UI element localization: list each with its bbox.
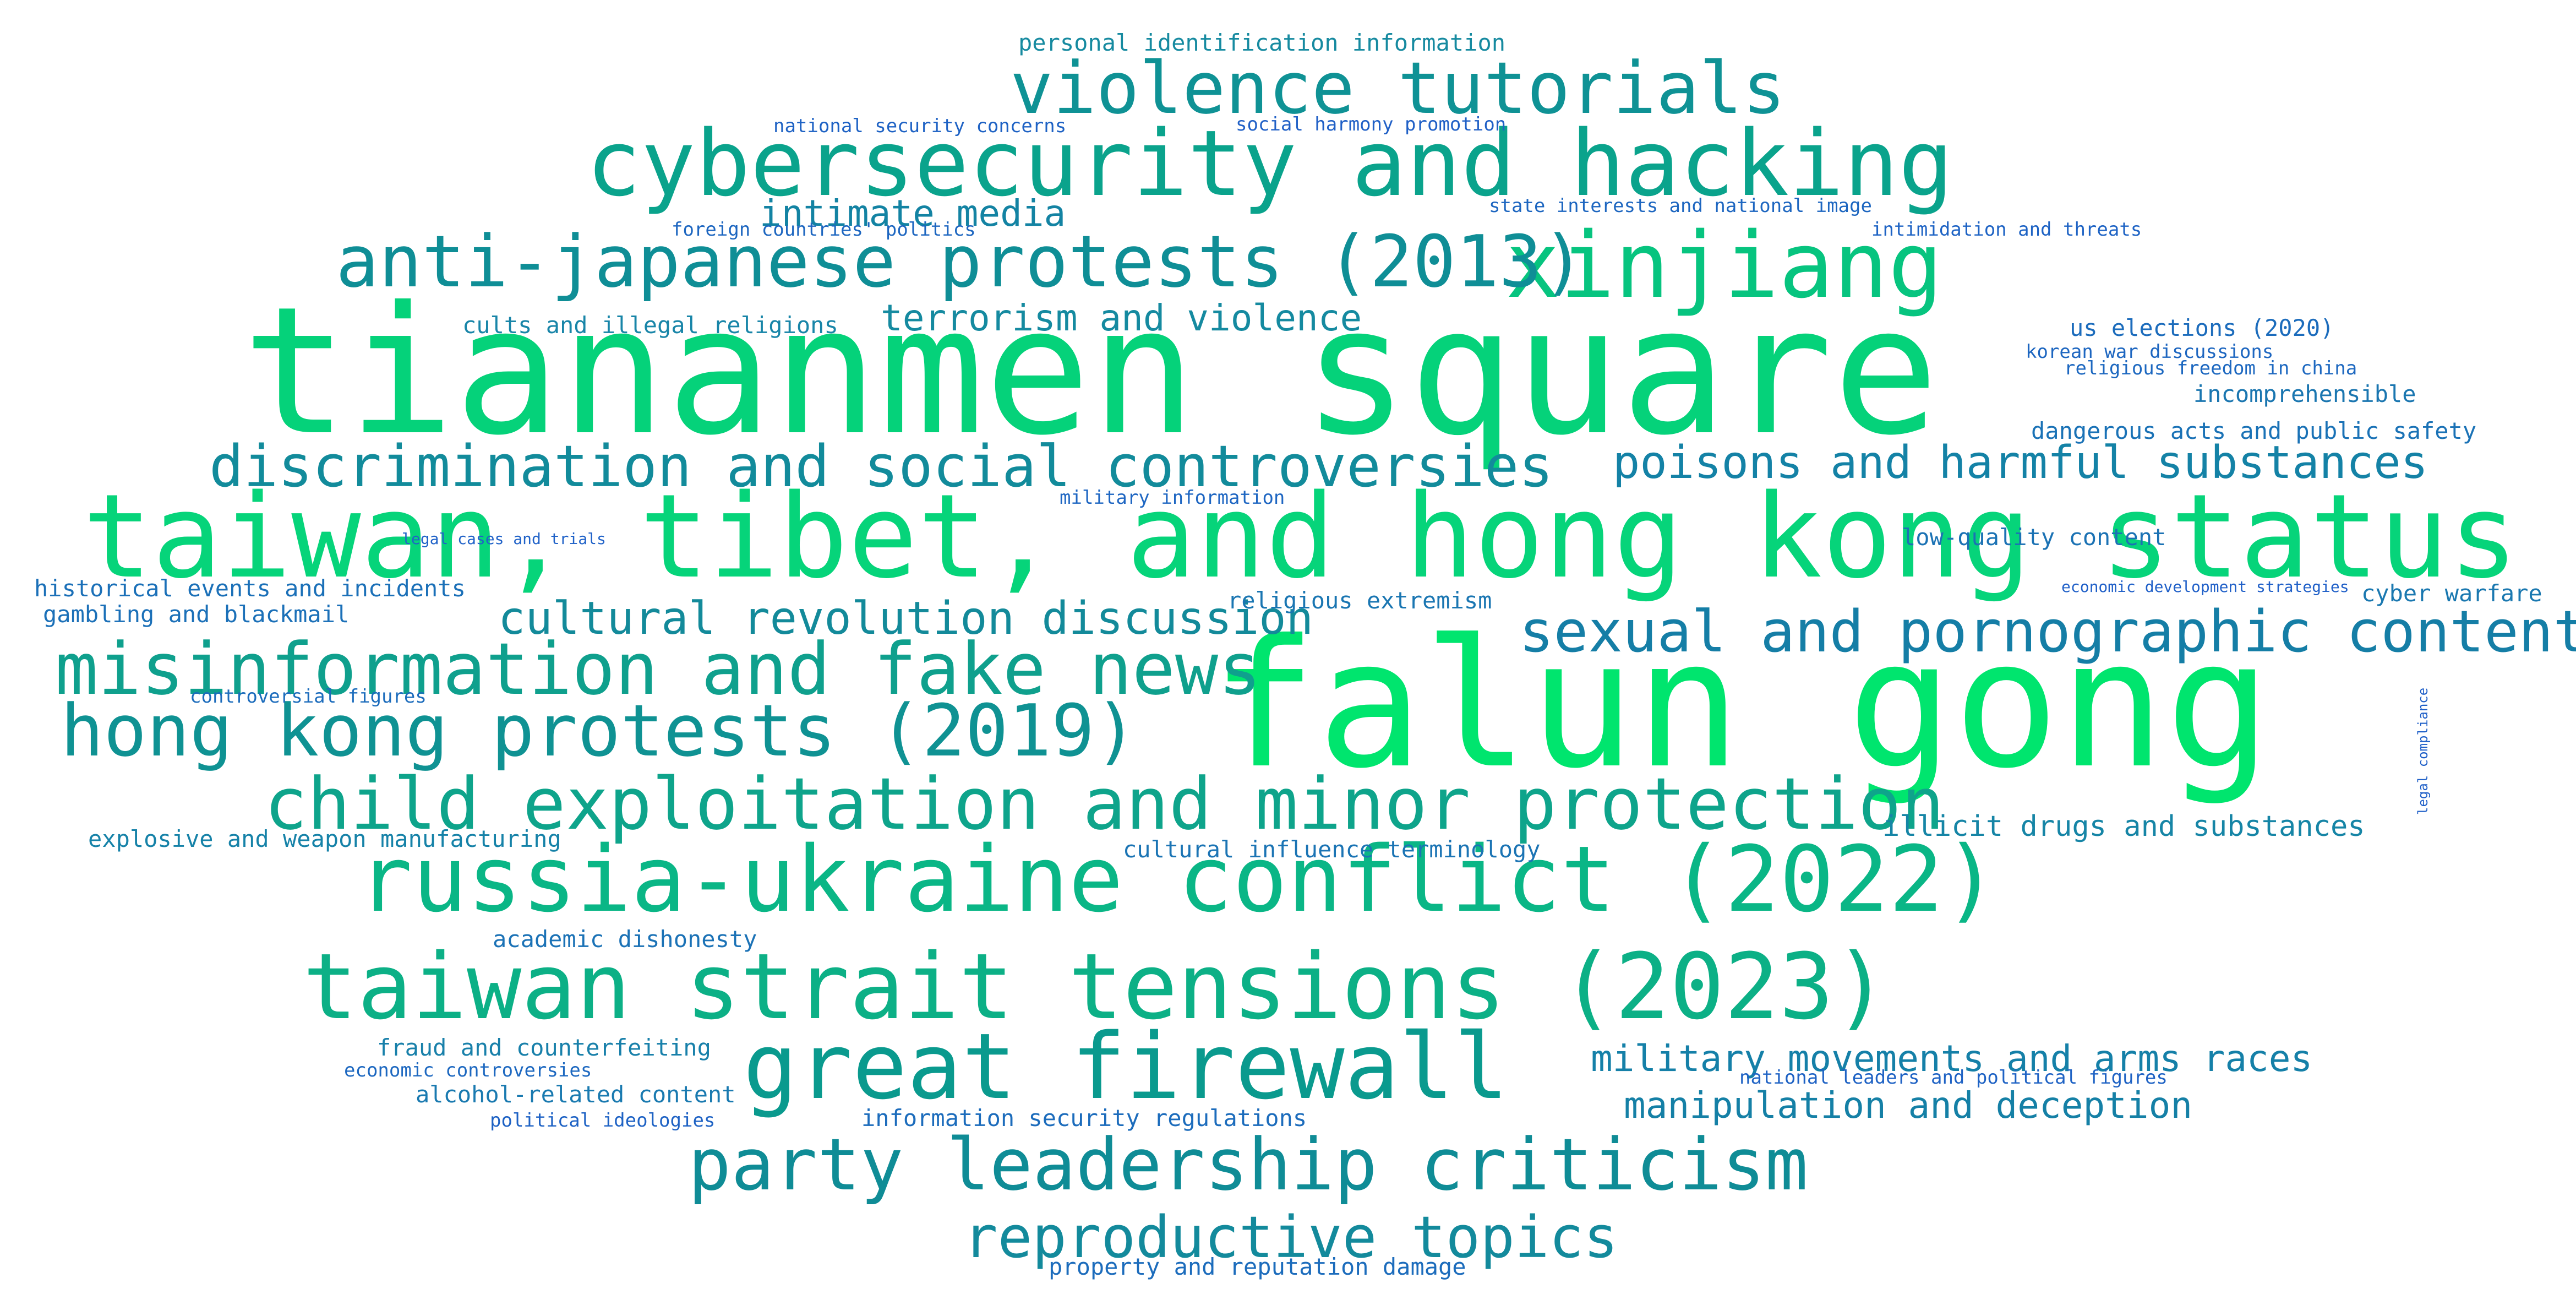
word-low-quality-content: low-quality content — [1902, 524, 2166, 551]
word-party-leadership-criticism: party leadership criticism — [688, 1123, 1808, 1206]
word-national-security-concerns: national security concerns — [773, 115, 1067, 137]
word-legal-cases-and-trials: legal cases and trials — [402, 530, 606, 548]
word-national-leaders-and-political-figures: national leaders and political figures — [1739, 1067, 2168, 1089]
word-illicit-drugs-and-substances: illicit drugs and substances — [1882, 810, 2365, 843]
word-poisons-and-harmful-substances: poisons and harmful substances — [1613, 437, 2428, 489]
word-anti-japanese-protests: anti-japanese protests (2013) — [336, 220, 1585, 303]
word-cults-and-illegal-religions: cults and illegal religions — [462, 312, 838, 339]
word-social-harmony-promotion: social harmony promotion — [1236, 113, 1507, 135]
word-alcohol-related-content: alcohol-related content — [416, 1081, 736, 1108]
word-cultural-revolution-discussion: cultural revolution discussion — [498, 592, 1314, 645]
word-gambling-and-blackmail: gambling and blackmail — [43, 601, 350, 628]
word-personal-identification-information: personal identification information — [1018, 29, 1506, 56]
word-hong-kong-protests: hong kong protests (2019) — [61, 689, 1138, 773]
word-incomprehensible: incomprehensible — [2193, 380, 2416, 407]
word-sexual-and-pornographic-content: sexual and pornographic content — [1519, 598, 2576, 665]
word-academic-dishonesty: academic dishonesty — [493, 926, 757, 953]
word-cultural-influence-terminology: cultural influence terminology — [1123, 836, 1541, 863]
word-korean-war-discussions: korean war discussions — [2026, 341, 2274, 363]
word-taiwan-strait-tensions: taiwan strait tensions (2023) — [303, 934, 1889, 1040]
word-intimate-media: intimate media — [760, 192, 1066, 235]
word-property-and-reputation-damage: property and reputation damage — [1049, 1253, 1466, 1280]
word-legal-compliance: legal compliance — [2415, 687, 2431, 815]
word-cyber-warfare: cyber warfare — [2361, 580, 2542, 607]
word-fraud-and-counterfeiting: fraud and counterfeiting — [377, 1034, 711, 1061]
word-dangerous-acts-and-public-safety: dangerous acts and public safety — [2031, 417, 2477, 444]
word-explosive-and-weapon-manufacturing: explosive and weapon manufacturing — [88, 825, 561, 852]
word-state-interests-and-national-image: state interests and national image — [1489, 195, 1872, 217]
word-economic-controversies: economic controversies — [344, 1059, 592, 1081]
word-religious-freedom-in-china: religious freedom in china — [2064, 357, 2357, 379]
word-misinformation-and-fake-news: misinformation and fake news — [55, 627, 1262, 711]
word-xinjiang: xinjiang — [1505, 213, 1943, 318]
word-discrimination-and-social-controversies: discrimination and social controversies — [209, 433, 1553, 500]
word-great-firewall: great firewall — [743, 1014, 1509, 1119]
word-historical-events-and-incidents: historical events and incidents — [34, 575, 466, 602]
word-terrorism-and-violence: terrorism and violence — [881, 297, 1362, 339]
word-economic-development-strategies: economic development strategies — [2061, 578, 2349, 596]
word-political-ideologies: political ideologies — [490, 1110, 716, 1132]
word-russia-ukraine-conflict: russia-ukraine conflict (2022) — [358, 827, 1999, 932]
word-cybersecurity-and-hacking: cybersecurity and hacking — [586, 111, 1953, 216]
word-tiananmen-square: tiananmen square — [242, 269, 1939, 474]
word-information-security-regulations: information security regulations — [861, 1105, 1307, 1132]
word-military-information: military information — [1060, 487, 1285, 509]
word-child-exploitation-and-minor-protection: child exploitation and minor protection — [264, 762, 1945, 846]
word-taiwan-tibet-hong-kong-status: taiwan, tibet, and hong kong status — [83, 469, 2519, 604]
word-manipulation-and-deception: manipulation and deception — [1624, 1084, 2193, 1127]
word-religious-extremism: religious extremism — [1227, 587, 1492, 614]
word-controversial-figures: controversial figures — [190, 686, 427, 708]
word-military-movements-and-arms-races: military movements and arms races — [1591, 1037, 2313, 1080]
word-foreign-countries-politics: foreign countries' politics — [672, 219, 976, 241]
word-us-elections: us elections (2020) — [2070, 314, 2334, 341]
word-falun-gong: falun gong — [1211, 602, 2272, 807]
word-reproductive-topics: reproductive topics — [963, 1204, 1618, 1271]
word-intimidation-and-threats: intimidation and threats — [1871, 219, 2142, 241]
word-violence-tutorials: violence tutorials — [1010, 46, 1786, 130]
